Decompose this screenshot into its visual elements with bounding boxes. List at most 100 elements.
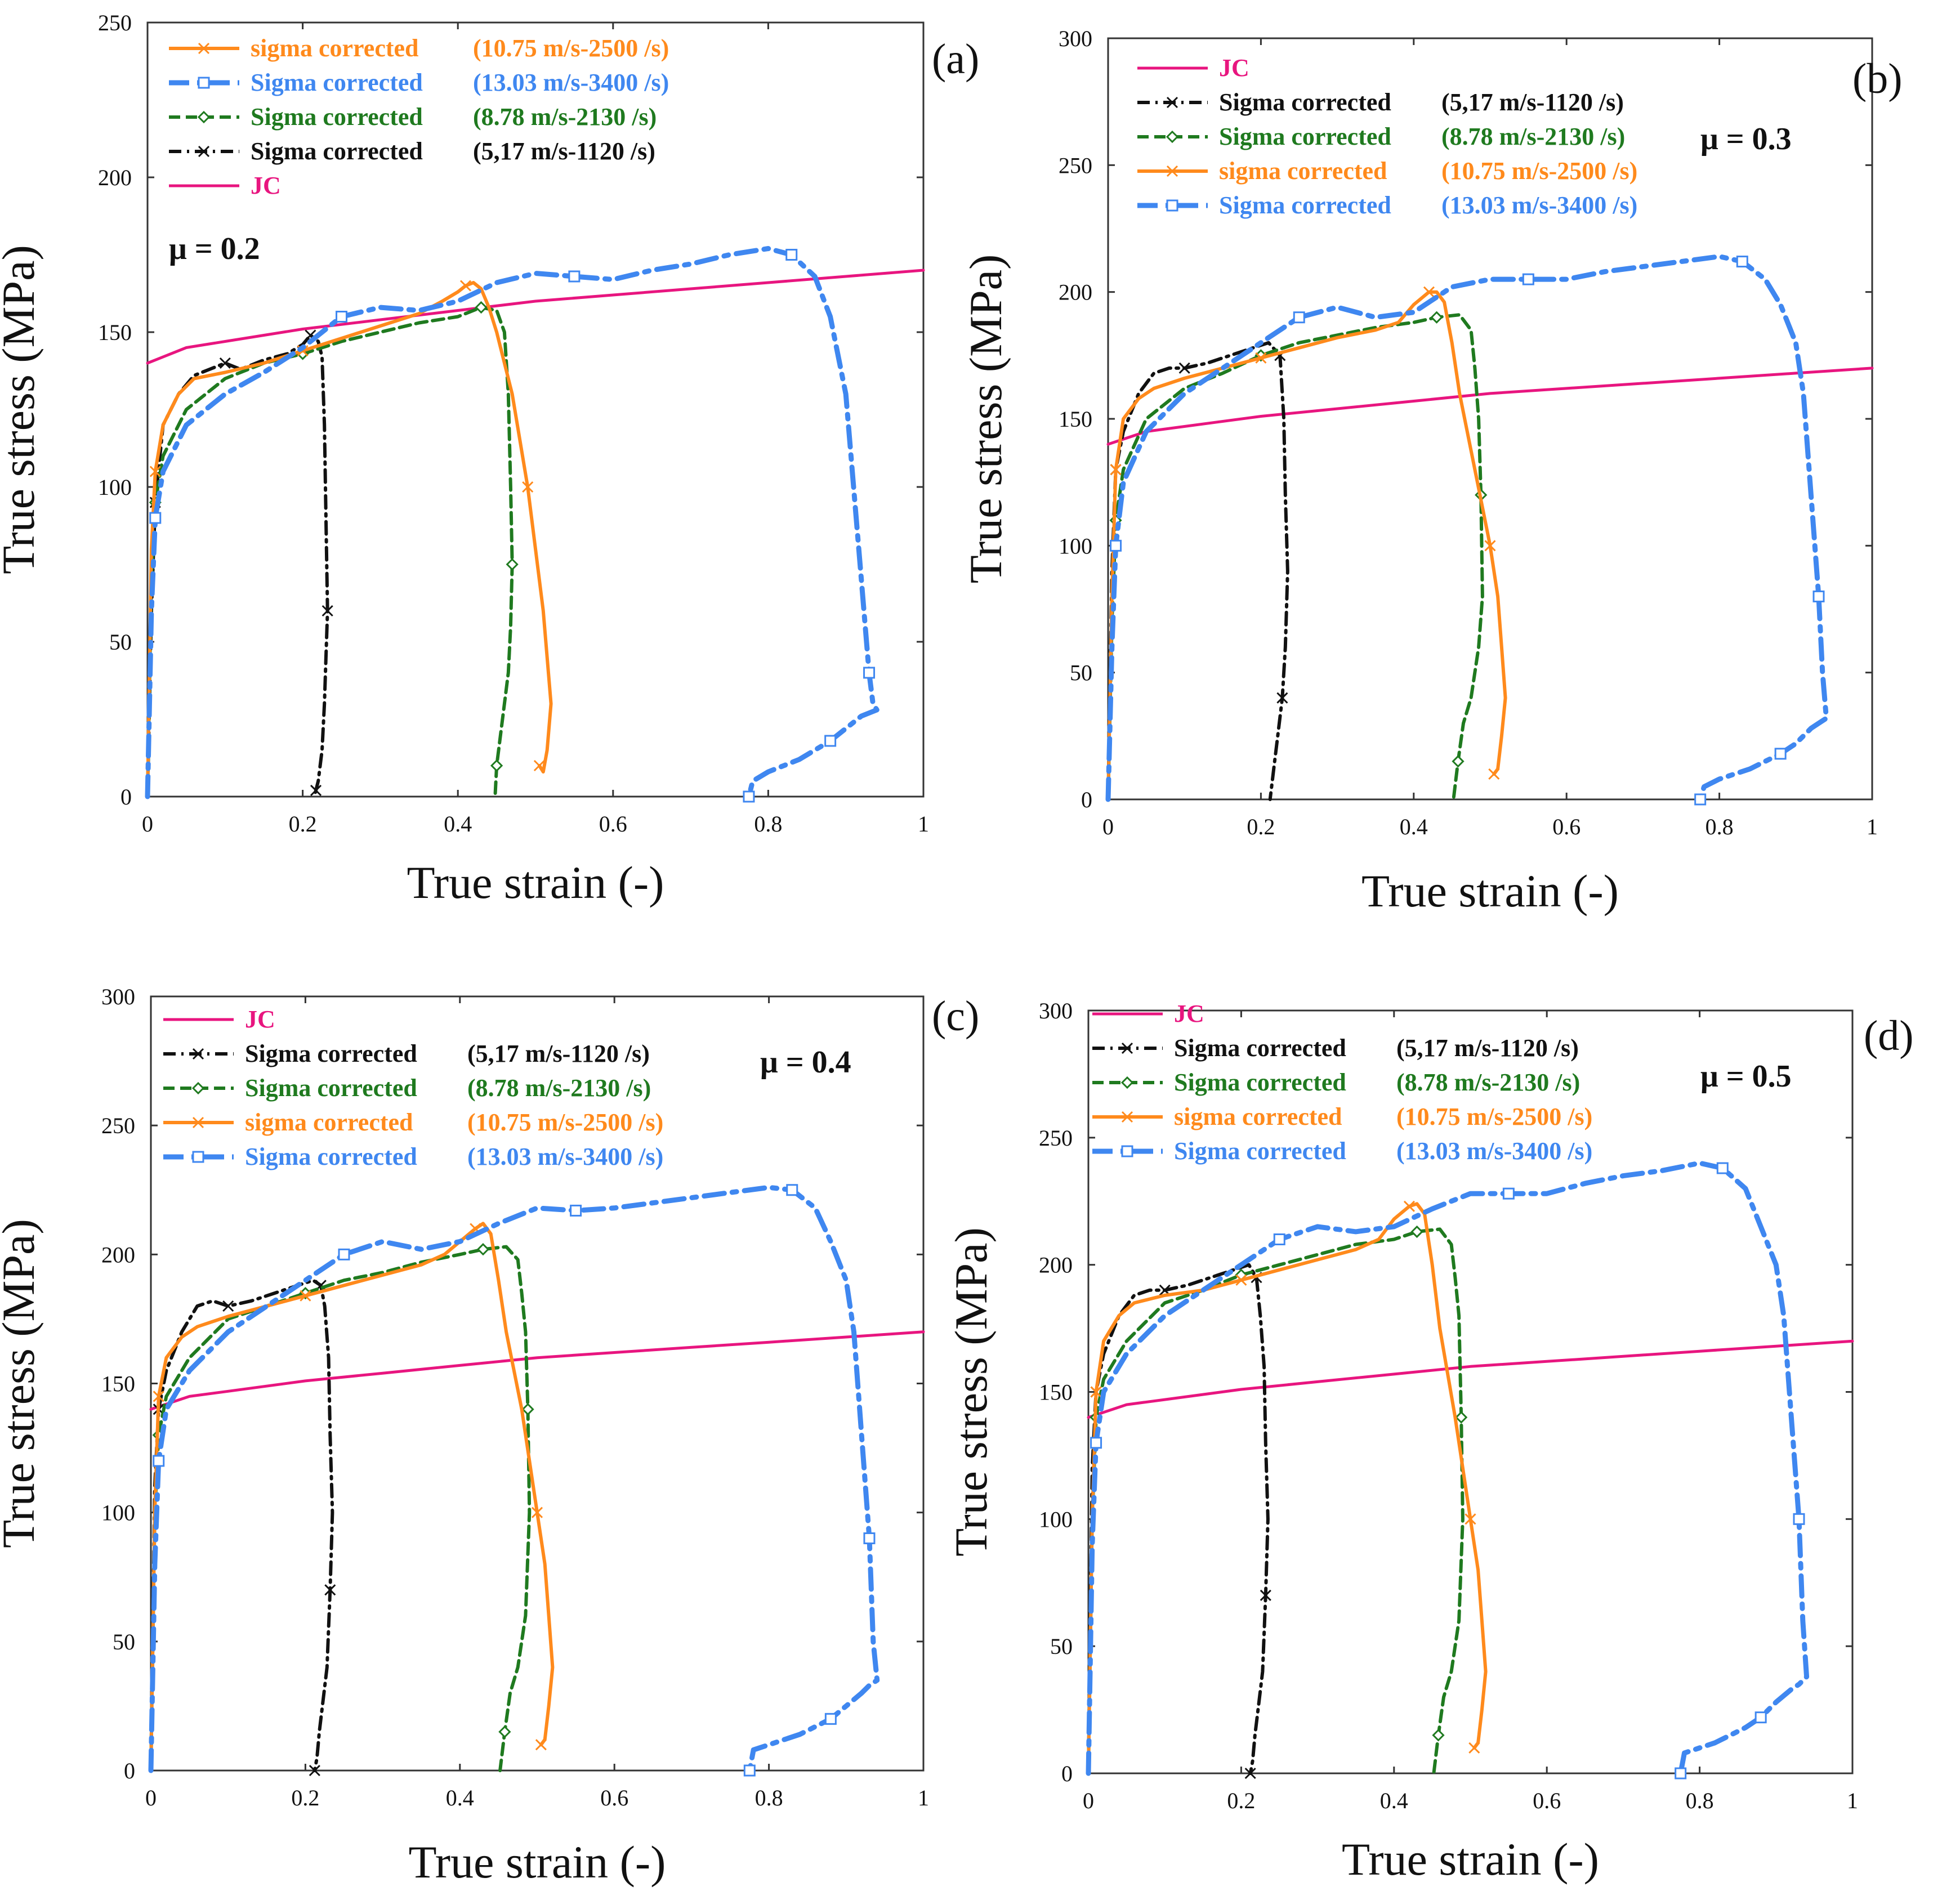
diamond-marker — [498, 1725, 511, 1738]
y-tick-label: 150 — [1059, 406, 1092, 432]
y-tick-label: 50 — [109, 629, 132, 655]
x-tick-label: 0 — [145, 1785, 157, 1810]
x-marker — [533, 759, 545, 772]
x-marker — [1090, 1386, 1102, 1398]
diamond-marker — [197, 110, 211, 124]
chart-panel-1: 0 0.2 0.4 0.6 0.8 1 0 50 100 150 200 250 True strain… — [0, 10, 979, 908]
friction-annotation: μ = 0.2 — [169, 231, 260, 266]
legend-label: Sigma corrected — [245, 1074, 417, 1102]
y-tick-label: 200 — [101, 1242, 135, 1267]
legend-label: JC — [251, 172, 281, 199]
square-marker — [1502, 1187, 1515, 1200]
y-tick-label: 100 — [1059, 533, 1092, 558]
x-axis-title: True strain (-) — [1342, 1834, 1599, 1885]
x-marker — [192, 1116, 204, 1129]
x-tick-label: 1 — [918, 811, 929, 837]
diamond-marker — [490, 759, 503, 772]
y-tick-label: 250 — [1059, 153, 1092, 178]
x-tick-label: 0.2 — [291, 1785, 319, 1810]
x-marker — [1178, 362, 1190, 374]
x-tick-label: 0.2 — [1227, 1788, 1255, 1813]
y-tick-label: 250 — [101, 1113, 135, 1138]
panel-label: (d) — [1864, 1012, 1914, 1059]
square-marker — [1166, 199, 1178, 212]
square-marker — [1090, 1437, 1102, 1449]
legend-label: Sigma corrected — [245, 1040, 417, 1067]
x-tick-label: 0.8 — [754, 811, 782, 837]
x-marker — [1235, 1274, 1247, 1286]
plot-frame — [146, 21, 925, 798]
legend-label: Sigma corrected — [245, 1143, 417, 1170]
series-line-v2 — [1106, 313, 1484, 801]
x-marker — [459, 280, 472, 292]
y-tick-label: 300 — [1059, 26, 1092, 51]
x-marker — [149, 466, 161, 477]
diamond-marker — [1430, 311, 1443, 324]
square-marker — [1716, 1162, 1729, 1174]
x-marker — [531, 1506, 543, 1518]
series-line-v2 — [146, 306, 514, 798]
square-marker — [192, 1151, 204, 1163]
series-line-v1 — [149, 1278, 334, 1772]
square-marker — [824, 1713, 837, 1725]
legend-rate: (5,17 m/s-1120 /s) — [1396, 1034, 1579, 1062]
y-axis-title: True stress (MPa) — [945, 1227, 997, 1557]
chart-panel-3: 0 0.2 0.4 0.6 0.8 1 0 50 100 150 200 250 300 True str… — [0, 984, 979, 1888]
square-marker — [568, 270, 581, 283]
y-tick-label: 0 — [120, 784, 132, 810]
x-axis-title: True strain (-) — [408, 1836, 666, 1888]
square-marker — [1812, 590, 1825, 602]
x-tick-label: 0.4 — [1400, 814, 1428, 839]
square-marker — [785, 249, 798, 261]
y-tick-label: 250 — [98, 10, 132, 35]
friction-annotation: μ = 0.4 — [760, 1045, 851, 1080]
diamond-marker — [506, 558, 519, 571]
series-line-jc — [1087, 1339, 1854, 1419]
x-marker — [1260, 1589, 1271, 1601]
x-tick-label: 0 — [142, 811, 153, 837]
x-axis-title: True strain (-) — [407, 857, 664, 908]
y-tick-label: 50 — [1050, 1634, 1073, 1659]
panel-label: (b) — [1852, 55, 1903, 102]
x-marker — [222, 1300, 234, 1312]
diamond-marker — [1432, 1729, 1445, 1742]
x-tick-label: 1 — [1847, 1788, 1858, 1813]
legend-label: JC — [1174, 1000, 1204, 1027]
legend-label: Sigma corrected — [251, 137, 423, 165]
square-marker — [338, 1248, 350, 1260]
y-tick-label: 150 — [98, 320, 132, 345]
diamond-marker — [475, 301, 488, 314]
legend-label: JC — [245, 1005, 275, 1033]
legend-label: sigma corrected — [245, 1108, 413, 1136]
series-line-v2 — [149, 1245, 532, 1772]
x-marker — [1166, 96, 1178, 109]
diamond-marker — [1452, 755, 1465, 768]
x-tick-label: 0.8 — [1705, 814, 1734, 839]
diamond-marker — [1166, 130, 1179, 144]
legend-rate: (8.78 m/s-2130 /s) — [1441, 123, 1625, 150]
x-marker — [1244, 1767, 1256, 1780]
x-tick-label: 0.6 — [1552, 814, 1580, 839]
x-tick-label: 1 — [918, 1785, 929, 1810]
square-marker — [1121, 1145, 1133, 1157]
square-marker — [1293, 311, 1305, 324]
x-marker — [1423, 286, 1435, 298]
chart-panel-2: 0 0.2 0.4 0.6 0.8 1 0 50 100 150 200 250 300 True str… — [960, 26, 1903, 917]
panel-label: (a) — [932, 35, 979, 83]
y-tick-label: 250 — [1039, 1125, 1073, 1151]
series-line-v3 — [146, 281, 553, 798]
y-tick-label: 0 — [1061, 1761, 1073, 1786]
legend-rate: (5,17 m/s-1120 /s) — [1441, 88, 1624, 116]
x-tick-label: 1 — [1867, 814, 1878, 839]
y-tick-label: 100 — [1039, 1506, 1073, 1532]
square-marker — [1522, 273, 1534, 285]
x-marker — [1403, 1200, 1416, 1212]
y-tick-label: 150 — [101, 1371, 135, 1397]
x-marker — [1121, 1111, 1133, 1123]
y-tick-label: 200 — [1059, 280, 1092, 305]
legend-rate: (10.75 m/s-2500 /s) — [1441, 157, 1637, 185]
x-marker — [198, 42, 210, 55]
square-marker — [824, 735, 837, 747]
legend-label: sigma corrected — [1219, 157, 1387, 185]
